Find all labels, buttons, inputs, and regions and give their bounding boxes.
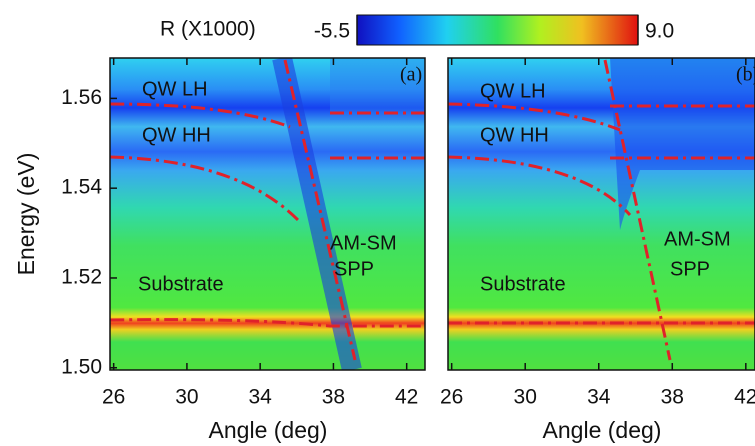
x-tick-label: 26 [440, 386, 463, 409]
plot-frame [447, 57, 755, 371]
panel-label: (b) [736, 64, 755, 86]
x-tick-label: 30 [514, 386, 537, 409]
y-tick-label: 1.50 [61, 355, 102, 378]
colorbar-min: -5.5 [314, 20, 350, 43]
annotation: Substrate [138, 273, 224, 295]
colorbar-max: 9.0 [645, 20, 674, 43]
annotation: QW HH [480, 124, 549, 146]
panel-label: (a) [400, 64, 422, 86]
annotation: Substrate [480, 273, 566, 295]
colorbar-label: R (X1000) [160, 18, 256, 41]
x-axis-label: Angle (deg) [543, 417, 662, 443]
heatmap-b [448, 58, 755, 370]
x-tick-label: 26 [102, 386, 125, 409]
heatmap-a [110, 58, 425, 370]
colorbar [356, 14, 639, 46]
x-tick-label: 30 [175, 386, 198, 409]
x-tick-label: 34 [248, 386, 272, 409]
y-axis-label: Energy (eV) [13, 153, 39, 276]
x-axis-label: Angle (deg) [209, 417, 328, 443]
annotation: AM-SM [664, 228, 731, 250]
plot-frame [109, 57, 426, 371]
annotation: QW LH [480, 80, 546, 102]
y-tick-label: 1.54 [61, 176, 102, 199]
x-tick-label: 34 [587, 386, 611, 409]
x-tick-label: 38 [322, 386, 345, 409]
x-tick-label: 42 [734, 386, 755, 409]
x-tick-label: 38 [661, 386, 684, 409]
annotation: AM-SM [330, 232, 397, 254]
y-tick-label: 1.56 [61, 86, 102, 109]
y-tick-label: 1.52 [61, 266, 102, 289]
annotation: QW LH [142, 78, 208, 100]
annotation: QW HH [142, 124, 211, 146]
x-tick-label: 42 [395, 386, 418, 409]
annotation: SPP [334, 258, 374, 280]
annotation: SPP [670, 258, 710, 280]
